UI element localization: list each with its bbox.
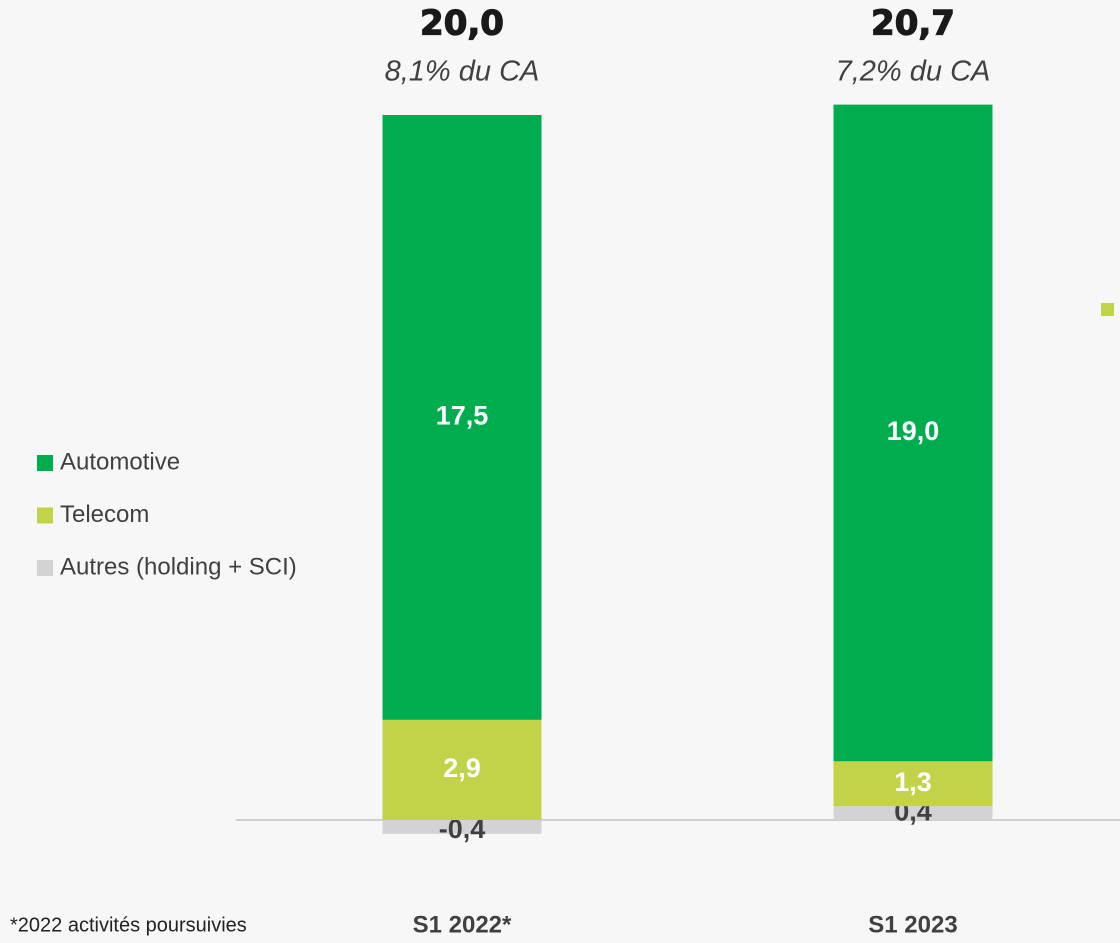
total-note: 8,1% du CA (385, 56, 540, 88)
legend-label: Automotive (60, 448, 180, 475)
cut-legend-marker (1101, 303, 1114, 316)
bar-segment (382, 820, 542, 834)
bar-segment (833, 104, 993, 762)
total-note: 7,2% du CA (836, 56, 991, 88)
legend-label: Autres (holding + SCI) (60, 553, 297, 580)
legend-swatch (37, 560, 53, 576)
bar-segment (382, 114, 542, 720)
value-label: 1,3 (894, 767, 932, 797)
x-tick-label: S1 2023 (868, 911, 957, 938)
bar-segment (833, 806, 993, 821)
value-label: 19,0 (887, 416, 940, 446)
value-label: 2,9 (443, 753, 481, 783)
legend-label: Telecom (60, 501, 149, 528)
bar-segment (382, 719, 542, 821)
footnote: *2022 activités poursuivies (10, 914, 247, 936)
legend-swatch (37, 455, 53, 471)
x-tick-label: S1 2022* (413, 911, 512, 938)
total-label: 20,0 (420, 4, 504, 44)
bar-segment (833, 761, 993, 807)
total-label: 20,7 (871, 4, 955, 44)
value-label: 17,5 (436, 401, 489, 431)
legend-swatch (37, 507, 53, 524)
